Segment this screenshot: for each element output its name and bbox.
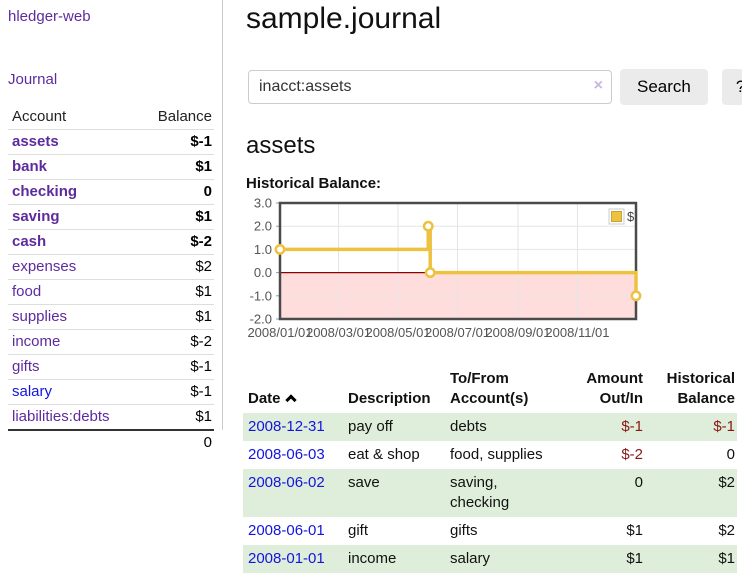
account-row: supplies $1 <box>8 304 214 330</box>
data-point-marker <box>422 220 434 232</box>
register-header-accounts: To/From Account(s) <box>450 370 529 407</box>
search-button[interactable]: Search <box>620 69 708 105</box>
account-link-cash[interactable]: cash <box>12 233 47 250</box>
account-row: bank $1 <box>8 154 214 180</box>
historical-balance-chart: $3.0 2.0 1.0 0.0 -1.0 -2.02008/01/012008/03/0… <box>247 196 642 340</box>
transaction-date-link[interactable]: 2008-06-02 <box>248 474 325 491</box>
account-row: checking 0 <box>8 179 214 205</box>
account-balance: $1 <box>138 154 214 180</box>
x-axis-label: 2008/09/01 <box>485 325 550 340</box>
account-row: food $1 <box>8 279 214 305</box>
accounts-header-balance: Balance <box>157 108 212 125</box>
account-balance: $1 <box>138 304 214 330</box>
account-row: expenses $2 <box>8 254 214 280</box>
accounts-total-row: 0 <box>8 429 214 455</box>
chart-heading: Historical Balance: <box>246 175 382 192</box>
search-form: × Search ? <box>248 69 742 105</box>
account-link-gifts[interactable]: gifts <box>12 358 40 375</box>
transaction-row: 2008-01-01 income salary $1 $1 <box>243 545 737 573</box>
brand-link[interactable]: hledger-web <box>8 8 91 25</box>
account-title: assets <box>246 132 316 159</box>
account-link-checking[interactable]: checking <box>12 183 78 200</box>
register-header-date[interactable]: Date <box>243 367 343 413</box>
x-axis-label: 2008/07/01 <box>425 325 490 340</box>
account-row: liabilities:debts $1 <box>8 404 214 430</box>
sort-ascending-icon <box>284 394 297 406</box>
x-axis-label: 2008/05/01 <box>365 325 430 340</box>
data-point-marker <box>630 290 642 302</box>
account-row: income $-2 <box>8 329 214 355</box>
account-balance: $1 <box>138 204 214 230</box>
account-link-income[interactable]: income <box>12 333 61 350</box>
account-row: cash $-2 <box>8 229 214 255</box>
data-point-marker <box>274 243 286 255</box>
accounts-table: Account Balance assets $-1 bank $1 checking 0… <box>8 105 214 455</box>
x-axis-label: 2008/01/01 <box>247 325 312 340</box>
register-header-balance: Historical Balance <box>666 370 735 407</box>
y-axis-label: -2.0 <box>250 312 272 327</box>
page-title: sample.journal <box>246 2 442 35</box>
transaction-date-link[interactable]: 2008-06-03 <box>248 446 325 463</box>
account-balance: $-2 <box>138 229 214 255</box>
account-balance: $2 <box>138 254 214 280</box>
account-link-food[interactable]: food <box>12 283 42 300</box>
search-input[interactable] <box>248 70 612 104</box>
account-link-salary[interactable]: salary <box>12 383 53 400</box>
chart-container: $3.0 2.0 1.0 0.0 -1.0 -2.0 2008/01/01 2008/03/0… <box>243 196 742 353</box>
account-balance: $-2 <box>138 329 214 355</box>
plot-border <box>278 201 638 321</box>
account-link-saving[interactable]: saving <box>12 208 60 225</box>
transaction-date-link[interactable]: 2008-12-31 <box>248 418 325 435</box>
account-row: assets $-1 <box>8 129 214 155</box>
register-table: Date Description To/From Account(s) Amou… <box>243 367 737 573</box>
register-table-body: 2008-12-31 pay off debts $-1 $-1 2008-06-03 ea… <box>243 413 737 573</box>
main-content: sample.journal × Search ? assets Histori… <box>243 0 742 573</box>
transaction-row: 2008-06-01 gift gifts $1 $2 <box>248 522 735 539</box>
legend-label: $ <box>627 209 635 224</box>
transaction-row: 2008-06-03 eat & shop food, supplies $-2 0 <box>248 446 735 463</box>
account-balance: $-1 <box>138 129 214 155</box>
y-axis-label: 0.0 <box>254 265 272 280</box>
transaction-row: 2008-06-02 save saving, checking 0 $2 <box>243 469 737 517</box>
register-header-description: Description <box>348 390 431 407</box>
account-row: gifts $-1 <box>8 354 214 380</box>
sidebar-item-journal[interactable]: Journal <box>8 71 58 88</box>
sidebar: hledger-web Journal Account Balance asse… <box>0 0 223 455</box>
account-link-supplies[interactable]: supplies <box>12 308 68 325</box>
account-row: saving $1 <box>8 204 214 230</box>
clear-search-icon[interactable]: × <box>593 77 603 94</box>
account-link-assets[interactable]: assets <box>12 133 59 150</box>
account-row: salary $-1 <box>8 379 214 405</box>
data-point-marker <box>424 267 436 279</box>
transaction-row: 2008-12-31 pay off debts $-1 $-1 <box>243 413 737 441</box>
account-balance: $1 <box>138 279 214 305</box>
account-balance: $1 <box>138 404 214 430</box>
y-axis-label: 2.0 <box>254 219 272 234</box>
account-balance: 0 <box>138 179 214 205</box>
legend-swatch <box>611 211 622 222</box>
help-button[interactable]: ? <box>721 69 742 105</box>
y-axis-label: 1.0 <box>254 242 272 257</box>
account-balance: $-1 <box>138 379 214 405</box>
y-axis-label: -1.0 <box>250 288 272 303</box>
y-axis-label: 3.0 <box>254 198 272 211</box>
transaction-date-link[interactable]: 2008-06-01 <box>248 522 325 539</box>
register-header-amount: Amount Out/In <box>586 370 643 407</box>
x-axis-label: 2008/03/01 <box>306 325 371 340</box>
accounts-table-body: assets $-1 bank $1 checking 0 saving $1 cash $-2 e… <box>8 129 214 455</box>
account-link-liabilities-debts[interactable]: liabilities:debts <box>12 408 110 425</box>
account-link-bank[interactable]: bank <box>12 158 48 175</box>
transaction-date-link[interactable]: 2008-01-01 <box>248 550 325 567</box>
account-link-expenses[interactable]: expenses <box>12 258 77 275</box>
accounts-total-balance: 0 <box>138 429 214 455</box>
x-axis-label: 2008/11/01 <box>545 325 609 340</box>
account-balance: $-1 <box>138 354 214 380</box>
accounts-header-account: Account <box>12 108 67 125</box>
